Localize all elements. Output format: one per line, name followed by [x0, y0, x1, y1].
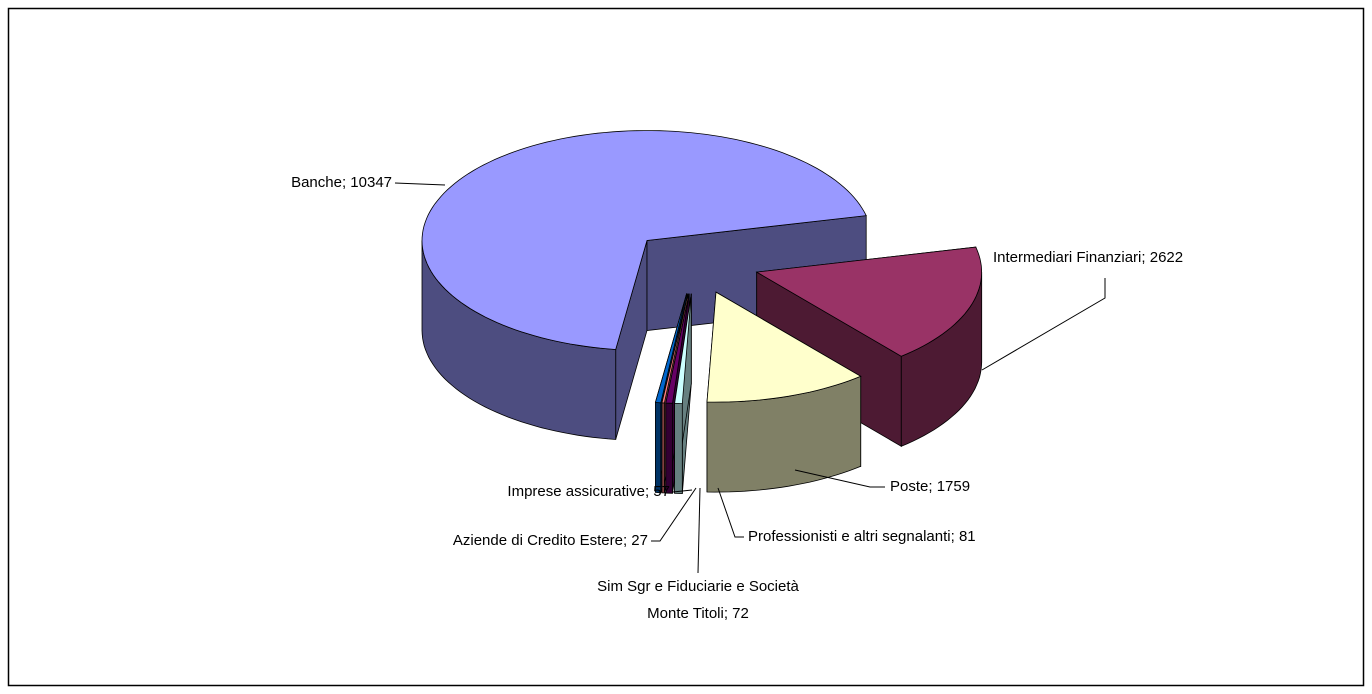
leader-line	[651, 487, 697, 542]
slice-top	[661, 293, 689, 404]
slice-top	[755, 246, 982, 357]
pie-slice	[674, 293, 692, 495]
slice-wall	[674, 402, 683, 495]
slice-wall	[661, 402, 665, 494]
slice-top	[654, 293, 688, 404]
leader-line	[394, 182, 446, 186]
leader-line	[717, 487, 744, 538]
slice-wall	[665, 402, 673, 494]
slice-top	[674, 293, 692, 405]
leader-line	[697, 487, 701, 574]
leader-line	[794, 469, 885, 488]
leader-line	[672, 489, 693, 493]
data-label: Intermediari Finanziari; 2622	[993, 249, 1183, 266]
data-label: Sim Sgr e Fiduciarie e Società Monte Tito…	[597, 578, 799, 622]
data-label: Professionisti e altri segnalanti; 81	[748, 528, 976, 545]
pie-slice	[706, 291, 862, 493]
data-label: Imprese assicurative; 57	[507, 483, 670, 500]
data-label: Aziende di Credito Estere; 27	[453, 532, 648, 549]
leader-line	[981, 278, 1106, 371]
slice-top	[665, 293, 690, 404]
slice-top	[421, 130, 867, 350]
data-label: Poste; 1759	[890, 478, 970, 495]
slice-wall	[655, 401, 662, 494]
data-label: Banche; 10347	[291, 174, 392, 191]
slice-top	[706, 291, 862, 403]
